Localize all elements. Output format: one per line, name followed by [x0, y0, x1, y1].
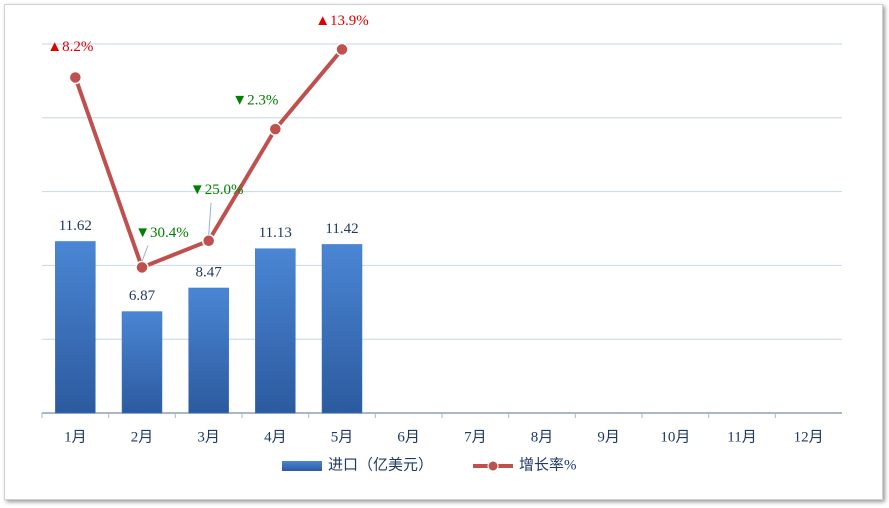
bar	[121, 311, 163, 414]
legend-label: 进口（亿美元）	[328, 456, 433, 473]
x-tick-label: 5月	[331, 429, 354, 445]
x-tick-label: 10月	[660, 429, 690, 445]
x-tick-label: 11月	[727, 429, 756, 445]
line-marker	[268, 122, 283, 136]
bar	[255, 248, 296, 414]
x-tick-label: 3月	[197, 429, 220, 445]
line-value-label: ▼30.4%	[135, 225, 189, 241]
x-tick-label: 4月	[264, 429, 287, 445]
bar-value-label: 11.13	[259, 225, 292, 241]
line-marker	[135, 260, 149, 275]
line-marker	[201, 234, 216, 248]
bar-value-label: 6.87	[129, 288, 156, 304]
line-marker	[68, 70, 83, 85]
line-marker	[335, 42, 349, 57]
x-tick-label: 1月	[64, 429, 87, 445]
bar-value-label: 11.62	[59, 218, 92, 234]
line-value-label: ▲13.9%	[315, 13, 369, 29]
bar	[188, 287, 229, 414]
bar-value-label: 8.47	[196, 264, 223, 280]
bar-value-label: 11.42	[325, 221, 358, 237]
leader-line	[208, 202, 212, 235]
bar	[55, 241, 96, 414]
bar	[321, 244, 363, 414]
line-value-label: ▲8.2%	[47, 39, 93, 55]
chart-frame	[4, 4, 883, 500]
x-tick-label: 7月	[464, 429, 487, 445]
line-value-label: ▼2.3%	[232, 93, 278, 109]
x-tick-label: 9月	[597, 429, 620, 445]
x-tick-label: 2月	[131, 429, 154, 445]
line-value-label: ▼25.0%	[190, 182, 244, 198]
x-tick-label: 6月	[397, 429, 420, 445]
legend-swatch-marker	[487, 460, 499, 472]
leader-line	[141, 245, 149, 262]
legend-swatch	[282, 461, 322, 471]
x-tick-label: 8月	[531, 429, 554, 445]
x-tick-label: 12月	[794, 429, 824, 445]
legend-label: 增长率%	[519, 456, 577, 473]
